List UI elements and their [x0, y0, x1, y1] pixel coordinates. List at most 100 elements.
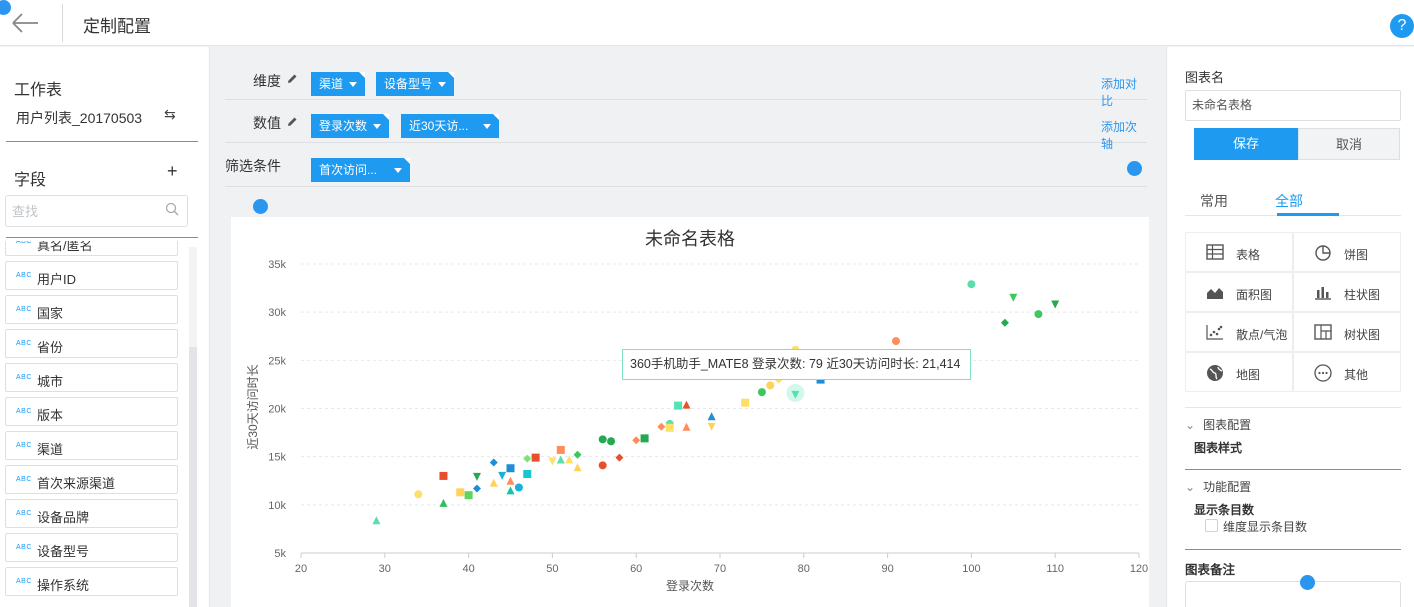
left-panel: 工作表 用户列表_20170503 ⇆ 字段 + ABC 真名/匿名 ABC 用户ID…: [0, 47, 210, 607]
search-icon[interactable]: [165, 202, 179, 219]
function-config-header[interactable]: ⌄ 功能配置: [1185, 480, 1252, 494]
save-button[interactable]: 保存: [1194, 128, 1298, 160]
data-point: [891, 337, 900, 346]
resize-handle[interactable]: [1127, 161, 1142, 176]
field-item[interactable]: ABC 设备型号: [5, 533, 178, 562]
y-tick-label: 20k: [268, 404, 286, 416]
chart-type-other[interactable]: 其他: [1293, 352, 1401, 392]
field-list-scrollbar[interactable]: [189, 247, 197, 607]
value-tag-visit-duration[interactable]: 近30天访...: [401, 114, 499, 138]
search-input[interactable]: [12, 196, 162, 226]
field-item[interactable]: ABC 真名/匿名: [5, 241, 178, 256]
data-point: [707, 422, 716, 431]
value-label: 数值: [253, 115, 281, 131]
divider: [6, 237, 198, 238]
data-point: [1034, 310, 1043, 319]
text-type-icon: ABC: [16, 408, 32, 415]
dim-show-count-label: 维度显示条目数: [1223, 520, 1308, 534]
add-field-icon[interactable]: +: [167, 161, 178, 181]
field-item[interactable]: ABC 渠道: [5, 431, 178, 460]
data-point: [489, 458, 498, 467]
data-point: [506, 464, 515, 473]
add-compare-link[interactable]: 添加对比: [1101, 77, 1138, 108]
field-item[interactable]: ABC 设备品牌: [5, 499, 178, 528]
scrollbar-thumb[interactable]: [189, 347, 197, 607]
y-axis-label: 近30天访问时长: [246, 364, 260, 449]
y-tick-label: 15k: [268, 452, 286, 464]
chart-config-header[interactable]: ⌄ 图表配置: [1185, 418, 1252, 432]
field-item[interactable]: ABC 省份: [5, 329, 178, 358]
x-tick-label: 20: [295, 563, 307, 575]
tab-all[interactable]: 全部: [1275, 193, 1303, 209]
data-point: [565, 455, 574, 464]
chart-type-scatter[interactable]: 散点/气泡: [1185, 312, 1293, 352]
add-axis-link[interactable]: 添加次轴: [1101, 120, 1138, 151]
resize-handle[interactable]: [1300, 575, 1315, 590]
y-tick-label: 10k: [268, 500, 286, 512]
field-label: 用户ID: [37, 272, 77, 287]
field-item[interactable]: ABC 用户ID: [5, 261, 178, 290]
tab-common[interactable]: 常用: [1200, 193, 1228, 209]
chevron-down-icon: [483, 124, 491, 129]
dimension-tag-device-model[interactable]: 设备型号: [376, 72, 454, 96]
data-point: [523, 454, 532, 463]
data-point: [498, 471, 507, 480]
top-bar: 定制配置 ?: [0, 0, 1414, 46]
chart-name-input[interactable]: 未命名表格: [1185, 90, 1401, 121]
chart-note-input[interactable]: [1185, 581, 1401, 607]
chart-type-table[interactable]: 表格: [1185, 232, 1293, 272]
field-item[interactable]: ABC 版本: [5, 397, 178, 426]
worksheet-name: 用户列表_20170503: [16, 110, 143, 126]
data-point: [791, 390, 800, 399]
data-point: [607, 437, 616, 446]
field-item[interactable]: ABC 城市: [5, 363, 178, 392]
chart-type-bar[interactable]: 柱状图: [1293, 272, 1401, 312]
data-point: [632, 436, 641, 445]
field-label: 城市: [37, 374, 64, 389]
chart-type-pie[interactable]: 饼图: [1293, 232, 1401, 272]
chart-title: 未命名表格: [645, 229, 735, 249]
data-point: [573, 463, 582, 472]
text-type-icon: ABC: [16, 578, 32, 585]
chart-note-label: 图表备注: [1185, 563, 1236, 577]
resize-handle[interactable]: [253, 199, 268, 214]
data-point: [1051, 300, 1060, 309]
field-search[interactable]: [5, 195, 188, 227]
data-point: [598, 461, 607, 470]
table-icon: [1206, 244, 1224, 263]
help-icon[interactable]: ?: [1390, 14, 1414, 38]
x-tick-label: 120: [1130, 563, 1148, 575]
field-item[interactable]: ABC 国家: [5, 295, 178, 324]
text-type-icon: ABC: [16, 476, 32, 483]
field-item[interactable]: ABC 操作系统: [5, 567, 178, 596]
data-point: [707, 412, 716, 421]
data-point: [598, 435, 607, 444]
globe-icon: [1206, 364, 1224, 385]
swap-icon[interactable]: ⇆: [164, 106, 176, 122]
chart-style-label: 图表样式: [1194, 441, 1243, 455]
chart-type-map[interactable]: 地图: [1185, 352, 1293, 392]
data-point: [682, 422, 691, 431]
active-tab-indicator: [1277, 213, 1339, 216]
bar-chart-icon: [1314, 284, 1332, 303]
cancel-button[interactable]: 取消: [1298, 128, 1400, 160]
data-point: [514, 483, 523, 492]
chevron-down-icon: ⌄: [1185, 418, 1196, 432]
chart-type-area[interactable]: 面积图: [1185, 272, 1293, 312]
field-item[interactable]: ABC 首次来源渠道: [5, 465, 178, 494]
resize-handle[interactable]: [0, 0, 11, 15]
page-title: 定制配置: [83, 17, 151, 36]
pencil-icon[interactable]: [286, 73, 298, 88]
pencil-icon[interactable]: [286, 116, 298, 131]
chart-type-grid: 表格 饼图 面积图 柱状图 散点/气泡 树状图 地图 其他: [1185, 232, 1401, 408]
chart-type-treemap[interactable]: 树状图: [1293, 312, 1401, 352]
data-point: [1000, 318, 1009, 327]
value-tag-logins[interactable]: 登录次数: [311, 114, 389, 138]
back-arrow-icon[interactable]: [10, 10, 40, 36]
x-tick-label: 60: [630, 563, 642, 575]
dim-show-count-checkbox[interactable]: [1205, 519, 1218, 532]
data-point: [523, 470, 532, 479]
dimension-tag-channel[interactable]: 渠道: [311, 72, 365, 96]
filter-tag-first-visit[interactable]: 首次访问...: [311, 158, 410, 182]
fields-title: 字段: [14, 172, 47, 189]
